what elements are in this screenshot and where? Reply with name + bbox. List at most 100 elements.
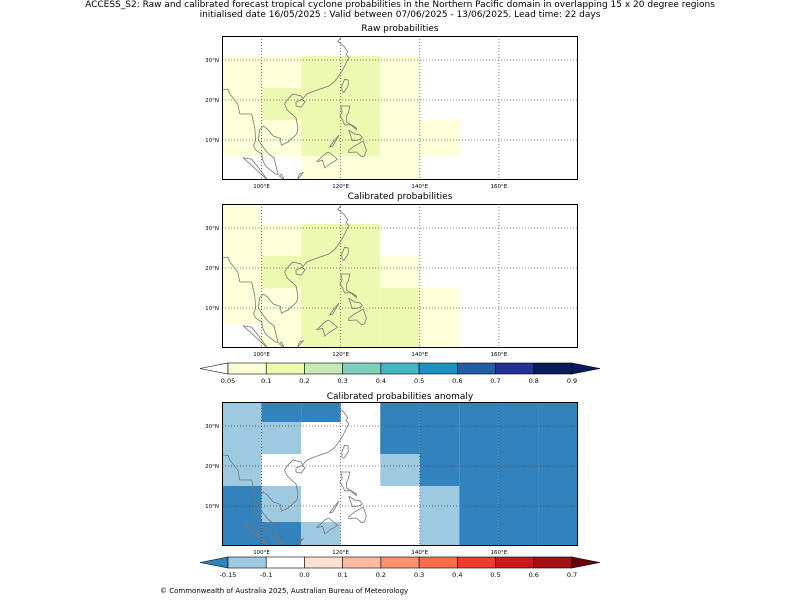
coastline-island [242, 325, 268, 349]
colorbar-tick-label: 0.0 [299, 571, 309, 579]
figure-subtitle: initialised date 16/05/2025 : Valid betw… [199, 10, 601, 20]
region-cell [380, 56, 420, 88]
region-cell [380, 120, 420, 156]
colorbar-anomaly-svg: -0.15 -0.1 0.0 0.1 0.2 0.3 0.4 0.5 0.6 0.7 [199, 556, 601, 579]
region-cell [538, 522, 578, 546]
region-cell [301, 522, 341, 546]
region-cell [222, 224, 262, 256]
region-cell [498, 454, 539, 486]
panel-title-calibrated: Calibrated probabilities [347, 192, 453, 202]
map-frame [222, 402, 578, 546]
region-cell [301, 288, 341, 324]
region-cell [261, 402, 302, 422]
colorbar-segment [533, 362, 573, 375]
region-cell [222, 402, 262, 422]
tick-label-lon: 160°E [491, 184, 508, 190]
region-cell [380, 156, 420, 180]
colorbar-tick-label: 0.3 [414, 571, 424, 579]
region-cell [301, 156, 341, 180]
coastline-island [278, 173, 285, 181]
colorbar-segment [457, 556, 496, 569]
region-cell [419, 422, 460, 454]
region-cell [222, 204, 262, 224]
coastline-island [295, 465, 306, 474]
coastline-island [341, 444, 349, 459]
region-cell [222, 120, 262, 156]
map-panel-anomaly: 100°E 120°E 140°E 160°E 10°N 20°N 30°N [205, 401, 578, 583]
region-cell [538, 402, 578, 422]
region-cell [419, 454, 460, 486]
colorbar-tick-label: 0.8 [529, 377, 539, 385]
coastline-island [242, 157, 268, 181]
region-cell [538, 422, 578, 454]
colorbar-tick-label: 0.6 [452, 377, 462, 385]
tick-label-lat: 30°N [205, 58, 219, 64]
figure-title: ACCESS_S2: Raw and calibrated forecast t… [85, 0, 715, 10]
colorbar-probability: 0.05 0.1 0.2 0.3 0.4 0.5 0.6 0.7 0.8 0.9 [199, 362, 601, 387]
region-cell [459, 422, 499, 454]
coastline-island [278, 539, 285, 547]
coastline-island [315, 151, 339, 169]
colorbar-tick-label: 0.3 [337, 377, 347, 385]
coastline-island [278, 341, 285, 349]
tick-label-lon: 160°E [491, 550, 508, 556]
coastline-island [339, 471, 357, 497]
region-cell [261, 120, 302, 156]
colorbar-segment [342, 362, 382, 375]
coastline-island [341, 246, 349, 261]
tick-label-lon: 140°E [411, 352, 428, 358]
coastline-island [328, 500, 340, 514]
region-cell [380, 88, 420, 120]
region-cell [538, 454, 578, 486]
region-cell [261, 422, 302, 454]
map-calibrated: 100°E 120°E 140°E 160°E 10°N 20°N 30°N [205, 203, 578, 358]
colorbar-segment [380, 362, 420, 375]
colorbar-segment [380, 556, 420, 569]
region-cell [419, 486, 460, 522]
tick-label-lat: 10°N [205, 306, 219, 312]
region-cell [222, 486, 262, 522]
region-cell [301, 88, 341, 120]
colorbar-tick-label: 0.7 [490, 377, 500, 385]
region-cell [261, 224, 302, 256]
region-cell [340, 288, 381, 324]
region-cell [301, 402, 341, 422]
region-cell [261, 486, 302, 522]
coastline-island [296, 339, 305, 349]
region-cell [261, 56, 302, 88]
coastline-island [348, 506, 367, 524]
tick-label-lon: 120°E [332, 352, 349, 358]
copyright-footer: © Commonwealth of Australia 2025, Austra… [160, 587, 409, 595]
region-cell [340, 120, 381, 156]
coastline-island [348, 129, 364, 142]
region-cell [222, 422, 262, 454]
colorbar-under-extension [199, 556, 229, 569]
colorbar-segment [418, 556, 458, 569]
colorbar-tick-label: 0.2 [299, 377, 309, 385]
colorbar-tick-label: 0.5 [414, 377, 424, 385]
tick-label-lat: 20°N [205, 266, 219, 272]
coastline-island [341, 78, 349, 93]
tick-label-lon: 100°E [253, 352, 270, 358]
colorbar-tick-label: 0.1 [261, 377, 271, 385]
colorbar-tick-label: 0.05 [221, 377, 235, 385]
colorbar-over-extension [571, 362, 601, 375]
coastline-island [315, 517, 339, 535]
map-panel-raw: 100°E 120°E 140°E 160°E 10°N 20°N 30°N [205, 35, 578, 217]
colorbar-segment [495, 362, 535, 375]
colorbar-segment [457, 362, 496, 375]
tick-label-lon: 160°E [491, 352, 508, 358]
region-cell [380, 402, 420, 422]
region-cell [419, 288, 460, 324]
region-cell [419, 402, 460, 422]
tick-label-lat: 10°N [205, 138, 219, 144]
tick-label-lon: 140°E [411, 550, 428, 556]
coastline-island [295, 267, 306, 276]
coastline-island [296, 537, 305, 547]
region-cell [498, 422, 539, 454]
tick-label-lat: 30°N [205, 226, 219, 232]
colorbar-tick-label: 0.9 [567, 377, 577, 385]
colorbar-probability-svg: 0.05 0.1 0.2 0.3 0.4 0.5 0.6 0.7 0.8 0.9 [199, 362, 601, 385]
tick-label-lon: 100°E [253, 550, 270, 556]
coastline-island [242, 523, 268, 547]
